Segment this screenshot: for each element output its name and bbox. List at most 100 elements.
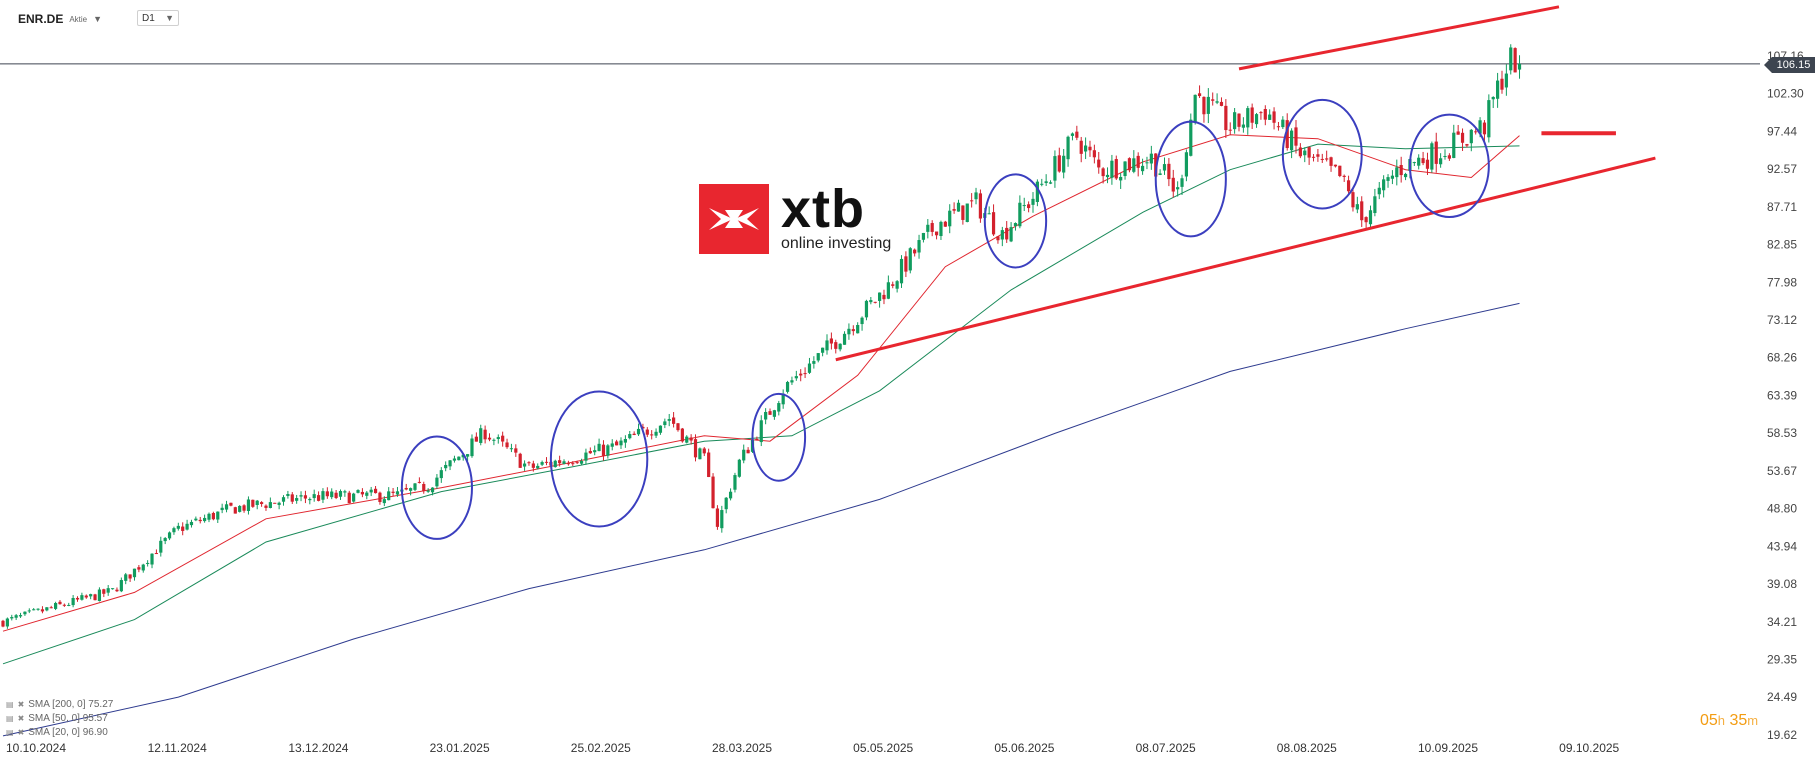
candle-body	[1167, 163, 1171, 180]
candle-body	[312, 494, 316, 499]
y-tick-label: 34.21	[1767, 615, 1797, 629]
candle-body	[1259, 112, 1263, 114]
close-icon[interactable]: ✖	[17, 700, 25, 709]
candle-body	[974, 192, 978, 200]
candle-body	[203, 517, 207, 522]
candle-body	[194, 518, 198, 521]
candle-body	[1346, 180, 1351, 192]
countdown-hours: 05	[1700, 712, 1718, 729]
candle-body	[32, 609, 36, 611]
candle-body	[939, 221, 943, 237]
candle-body	[987, 213, 991, 215]
candle-body	[1035, 181, 1039, 202]
candle-body	[150, 553, 154, 565]
y-tick-label: 29.35	[1767, 653, 1797, 667]
candle-body	[207, 513, 211, 520]
candle-body	[948, 210, 952, 227]
candle-body	[1132, 158, 1136, 172]
settings-icon[interactable]: ▤	[6, 700, 14, 709]
x-tick-label: 12.11.2024	[148, 741, 207, 755]
timeframe-select[interactable]: D1 ▼	[137, 10, 179, 26]
legend-sma50[interactable]: ▤ ✖ SMA [50, 0] 95.57	[6, 712, 113, 726]
candle-body	[5, 618, 9, 627]
candle-body	[172, 528, 176, 533]
legend-sma200[interactable]: ▤ ✖ SMA [200, 0] 75.27	[6, 698, 113, 712]
candle-body	[1197, 93, 1202, 97]
candle-body	[233, 507, 237, 514]
candle-body	[1316, 154, 1320, 157]
candle-body	[671, 417, 676, 424]
candle-body	[36, 608, 40, 610]
logo-tagline: online investing	[781, 235, 892, 252]
candle-body	[1373, 196, 1377, 214]
candle-body	[650, 434, 654, 436]
candle-body	[1456, 131, 1460, 135]
candle-body	[115, 589, 119, 592]
symbol-selector[interactable]: ENR.DE Aktie ▼	[18, 10, 102, 28]
candle-body	[1390, 175, 1395, 179]
candle-body	[1469, 129, 1473, 144]
candle-body	[492, 439, 496, 441]
candle-body	[71, 597, 75, 606]
candle-body	[229, 502, 233, 506]
candle-body	[483, 429, 487, 440]
candle-body	[448, 460, 452, 467]
chevron-down-icon[interactable]: ▼	[93, 14, 103, 24]
candle-body	[720, 510, 724, 529]
candle-body	[356, 490, 360, 493]
candle-body	[943, 221, 947, 227]
close-icon[interactable]: ✖	[17, 728, 25, 737]
candle-body	[531, 463, 535, 468]
candle-body	[886, 282, 890, 299]
candle-body	[584, 452, 588, 461]
candle-body	[1417, 157, 1421, 166]
candle-body	[290, 494, 294, 502]
candle-body	[899, 258, 904, 284]
candle-body	[544, 461, 549, 463]
candle-body	[1057, 155, 1061, 172]
candle-body	[259, 502, 264, 505]
candle-body	[128, 574, 132, 579]
trendline-upper	[1238, 5, 1560, 71]
candle-body	[733, 475, 737, 490]
candle-body	[97, 589, 102, 601]
candle-body	[1268, 114, 1272, 120]
legend-sma20-label: SMA [20, 0] 96.90	[28, 727, 108, 738]
candle-body	[1237, 113, 1241, 127]
x-tick-label: 08.08.2025	[1277, 741, 1337, 755]
candle-body	[395, 491, 400, 495]
candle-body	[1079, 140, 1083, 154]
chevron-down-icon: ▼	[165, 13, 174, 23]
xtb-logo: xtb online investing	[699, 182, 892, 254]
candle-body	[895, 281, 899, 289]
candle-body	[566, 463, 571, 465]
candle-body	[1254, 114, 1259, 125]
candle-body	[632, 433, 636, 435]
candle-body	[1513, 48, 1517, 73]
candle-body	[1018, 202, 1022, 227]
y-tick-label: 24.49	[1767, 690, 1797, 704]
candle-body	[387, 491, 391, 501]
candle-body	[501, 435, 505, 442]
settings-icon[interactable]: ▤	[6, 714, 14, 723]
y-tick-label: 73.12	[1767, 313, 1797, 327]
timeframe-value: D1	[142, 12, 155, 24]
candle-body	[167, 532, 172, 539]
candle-body	[159, 540, 163, 553]
candle-body	[921, 232, 926, 240]
candle-body	[1263, 108, 1267, 120]
candle-body	[1325, 158, 1329, 160]
close-icon[interactable]: ✖	[17, 714, 25, 723]
legend-sma20[interactable]: ▤ ✖ SMA [20, 0] 96.90	[6, 726, 113, 740]
candle-body	[452, 458, 457, 461]
candle-body	[1329, 157, 1333, 166]
candle-body	[67, 604, 71, 606]
candle-body	[1425, 159, 1430, 169]
sma200-line	[2, 302, 1520, 737]
settings-icon[interactable]: ▤	[6, 728, 14, 737]
candle-body	[176, 525, 180, 529]
candle-body	[904, 256, 908, 272]
x-tick-label: 10.09.2025	[1418, 741, 1478, 755]
candle-body	[913, 249, 917, 254]
